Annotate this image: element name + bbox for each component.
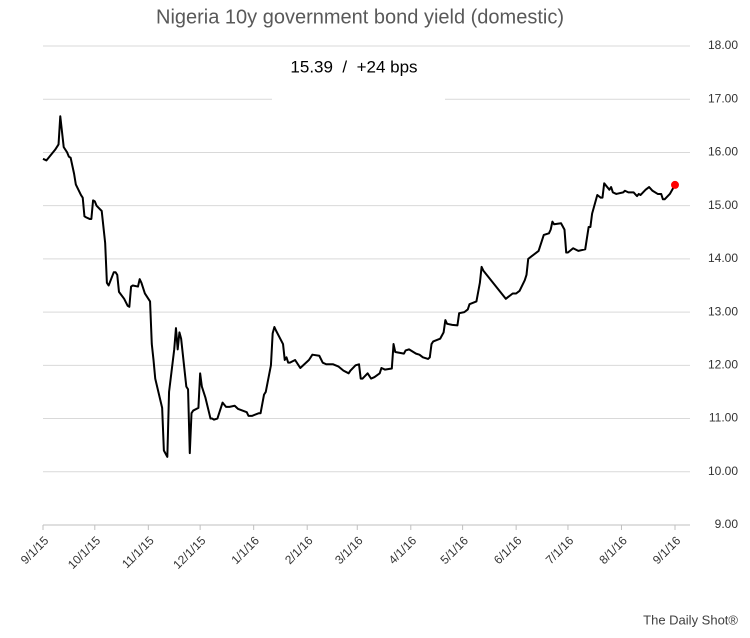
- chart-title: Nigeria 10y government bond yield (domes…: [156, 6, 564, 28]
- annotation-box: [272, 50, 445, 102]
- x-tick-label: 4/1/16: [386, 533, 420, 567]
- x-tick-label: 12/1/15: [170, 533, 208, 571]
- x-tick-label: 5/1/16: [437, 533, 471, 567]
- y-tick-label: 17.00: [708, 91, 738, 105]
- x-tick-label: 8/1/16: [596, 533, 630, 567]
- x-tick-label: 2/1/16: [282, 533, 316, 567]
- annotation: 15.39 / +24 bps: [290, 57, 417, 76]
- y-tick-label: 15.00: [708, 198, 738, 212]
- x-tick-label: 9/1/15: [18, 533, 52, 567]
- plot: [42, 115, 679, 458]
- y-tick-label: 10.00: [708, 464, 738, 478]
- y-tick-label: 11.00: [709, 411, 738, 425]
- y-tick-label: 9.00: [715, 517, 739, 531]
- x-tick-label: 9/1/16: [650, 533, 684, 567]
- x-tick-label: 7/1/16: [543, 533, 577, 567]
- y-tick-label: 16.00: [708, 145, 738, 159]
- y-tick-label: 18.00: [708, 38, 738, 52]
- x-tick-label: 1/1/16: [229, 533, 263, 567]
- y-tick-label: 12.00: [708, 358, 738, 372]
- y-tick-label: 13.00: [708, 304, 738, 318]
- grid: 9.00 10.00 11.00 12.00 13.00 14.00 15.00 16.00 1…: [18, 38, 738, 572]
- x-tick-label: 3/1/16: [332, 533, 366, 567]
- x-tick-label: 11/1/15: [119, 533, 157, 571]
- x-tick-label: 10/1/15: [65, 533, 103, 571]
- line: [42, 115, 676, 458]
- last-point: [671, 180, 679, 189]
- x-tick-label: 6/1/16: [491, 533, 525, 567]
- source: The Daily Shot®: [643, 612, 738, 627]
- y-tick-label: 14.00: [708, 251, 738, 265]
